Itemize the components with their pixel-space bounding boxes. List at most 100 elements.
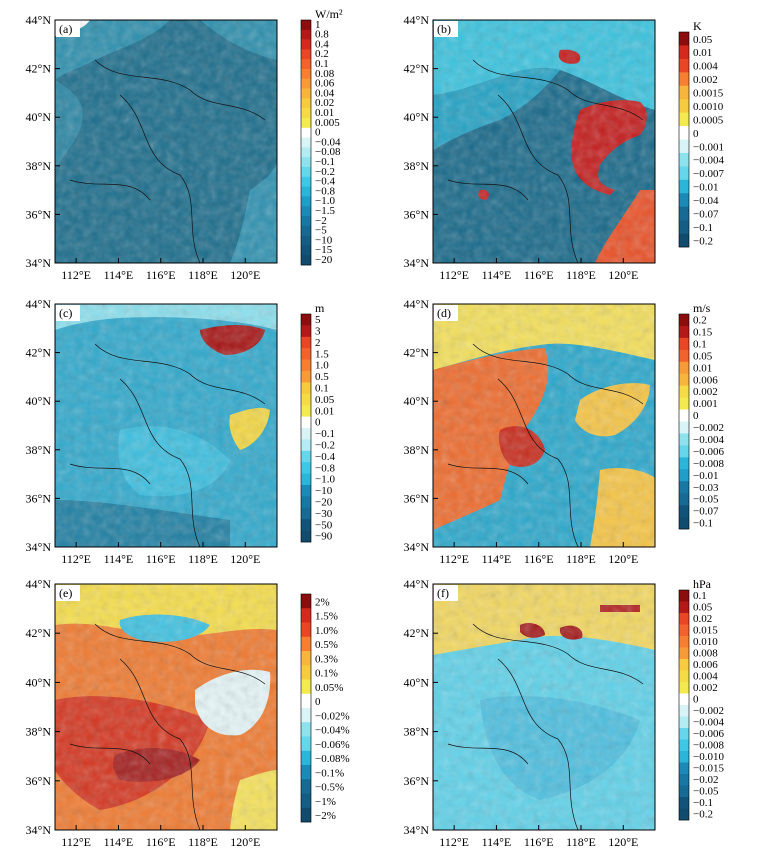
p0-colorbar-swatch bbox=[301, 98, 311, 109]
p4-colorbar-label: −0.02% bbox=[315, 710, 350, 722]
p1-colorbar-swatch bbox=[679, 45, 689, 60]
p1-colorbar-swatch bbox=[679, 166, 689, 181]
panel-b bbox=[433, 20, 655, 263]
p2-xtick-label: 112°E bbox=[61, 552, 91, 566]
p5-unit: hPa bbox=[693, 577, 712, 591]
p5-colorbar-swatch bbox=[679, 636, 689, 648]
p2-colorbar-swatch bbox=[301, 462, 311, 474]
p5-colorbar-swatch bbox=[679, 808, 689, 821]
p0-colorbar-label: 0.8 bbox=[315, 29, 329, 41]
p3-colorbar-swatch bbox=[679, 325, 689, 339]
p0-xtick-label: 118°E bbox=[188, 268, 218, 282]
p5-label-bg bbox=[434, 585, 458, 601]
p1-xtick-label: 118°E bbox=[566, 268, 596, 282]
p3-colorbar-swatch bbox=[679, 433, 689, 446]
p5-colorbar-swatch bbox=[679, 659, 689, 671]
p0-colorbar-label: −0.1 bbox=[315, 156, 335, 168]
p2-frame bbox=[54, 303, 278, 548]
p5-colorbar-swatch bbox=[679, 613, 689, 625]
p1-colorbar-swatch bbox=[679, 58, 689, 73]
p4-colorbar-label: −2% bbox=[315, 810, 336, 822]
p2-colorbar-label: 0.01 bbox=[315, 405, 334, 417]
p0-colorbar-label: −5 bbox=[315, 225, 327, 237]
p0-colorbar-swatch bbox=[301, 206, 311, 217]
p5-colorbar-swatch bbox=[679, 590, 689, 602]
p3-colorbar-label: 0.01 bbox=[693, 362, 712, 374]
p4-colorbar-label: 0.3% bbox=[315, 653, 338, 665]
p4-ytick-label: 34°N bbox=[26, 823, 52, 837]
p5-colorbar-swatch bbox=[679, 647, 689, 660]
p4-colorbar-label: 0.05% bbox=[315, 682, 343, 694]
p0-colorbar-swatch bbox=[301, 78, 311, 89]
p2-colorbar-label: 1.5 bbox=[315, 348, 329, 360]
p3-colorbar-label: 0 bbox=[693, 410, 699, 422]
p0-colorbar-label: 0.02 bbox=[315, 97, 334, 109]
p3-ytick-label: 34°N bbox=[404, 540, 430, 554]
p1-colorbar-label: 0.004 bbox=[693, 61, 718, 73]
p2-colorbar-label: −30 bbox=[315, 508, 333, 520]
p5-colorbar-label: −0.008 bbox=[693, 740, 724, 752]
p4-colorbar-label: 1.5% bbox=[315, 611, 338, 623]
p5-ytick-label: 44°N bbox=[404, 577, 430, 591]
p3-ytick-label: 42°N bbox=[404, 346, 430, 360]
p1-ytick-label: 40°N bbox=[404, 110, 430, 124]
p0-colorbar-label: −10 bbox=[315, 234, 333, 246]
p1-colorbar-label: −0.1 bbox=[693, 222, 713, 234]
p0-colorbar-swatch bbox=[301, 196, 311, 207]
p5-label: (f) bbox=[437, 586, 449, 600]
p0-colorbar-swatch bbox=[301, 147, 311, 158]
p1-ytick-label: 36°N bbox=[404, 207, 430, 221]
p2-colorbar-swatch bbox=[301, 405, 311, 417]
p2-colorbar-swatch bbox=[301, 348, 311, 360]
p0-colorbar-label: −0.8 bbox=[315, 185, 335, 197]
p1-colorbar-label: −0.01 bbox=[693, 182, 718, 194]
p5-ytick-label: 42°N bbox=[404, 626, 430, 640]
p5-colorbar-swatch bbox=[679, 797, 689, 809]
p0-colorbar-swatch bbox=[301, 167, 311, 178]
p1-xtick-label: 116°E bbox=[524, 268, 554, 282]
p4-colorbar-swatch bbox=[301, 708, 311, 723]
p5-frame bbox=[432, 583, 656, 831]
p1-colorbar-swatch bbox=[679, 193, 689, 207]
boundary-lines bbox=[69, 59, 644, 831]
p0-colorbar-label: −0.4 bbox=[315, 176, 335, 188]
p2-colorbar-swatch bbox=[301, 314, 311, 326]
p3-colorbar-label: 0.002 bbox=[693, 386, 718, 398]
p1-ytick-label: 44°N bbox=[404, 13, 430, 27]
p3-colorbar-swatch bbox=[679, 409, 689, 422]
p0-ytick-label: 34°N bbox=[26, 256, 52, 270]
p2-ytick-label: 34°N bbox=[26, 540, 52, 554]
p4-label-bg bbox=[56, 585, 80, 601]
p1-colorbar-label: −0.04 bbox=[693, 195, 719, 207]
p1-colorbar-swatch bbox=[679, 72, 689, 87]
panel-c-map bbox=[55, 304, 277, 547]
p3-colorbar-swatch bbox=[679, 457, 689, 470]
p0-colorbar-swatch bbox=[301, 176, 311, 187]
p3-colorbar-swatch bbox=[679, 314, 689, 327]
p0-colorbar-swatch bbox=[301, 225, 311, 236]
p4-xtick-label: 120°E bbox=[230, 835, 260, 849]
p0-colorbar-label: −20 bbox=[315, 254, 333, 266]
p0-colorbar-label: 0.06 bbox=[315, 78, 335, 90]
p4-colorbar-label: 0.5% bbox=[315, 639, 338, 651]
p1-xtick-label: 112°E bbox=[439, 268, 469, 282]
p2-colorbar-label: 0.5 bbox=[315, 371, 329, 383]
p2-colorbar-label: 5 bbox=[315, 314, 321, 326]
p1-colorbar-label: 0.05 bbox=[693, 34, 713, 46]
p0-ytick-label: 44°N bbox=[26, 13, 52, 27]
p2-label: (c) bbox=[59, 306, 72, 320]
p0-label: (a) bbox=[59, 22, 72, 36]
p2-colorbar-swatch bbox=[301, 496, 311, 509]
p2-colorbar-swatch bbox=[301, 393, 311, 406]
p3-colorbar-label: −0.006 bbox=[693, 446, 724, 458]
p1-colorbar-label: 0.0005 bbox=[693, 114, 724, 126]
p3-colorbar-label: −0.07 bbox=[693, 506, 719, 518]
panel-a bbox=[55, 20, 277, 263]
p0-xtick-label: 114°E bbox=[104, 268, 134, 282]
p4-colorbar-swatch bbox=[301, 750, 311, 766]
p3-ytick-label: 40°N bbox=[404, 394, 430, 408]
p5-colorbar-swatch bbox=[679, 751, 689, 763]
p3-unit: m/s bbox=[693, 301, 711, 315]
p4-xtick-label: 116°E bbox=[146, 835, 176, 849]
p0-colorbar-swatch bbox=[301, 88, 311, 99]
